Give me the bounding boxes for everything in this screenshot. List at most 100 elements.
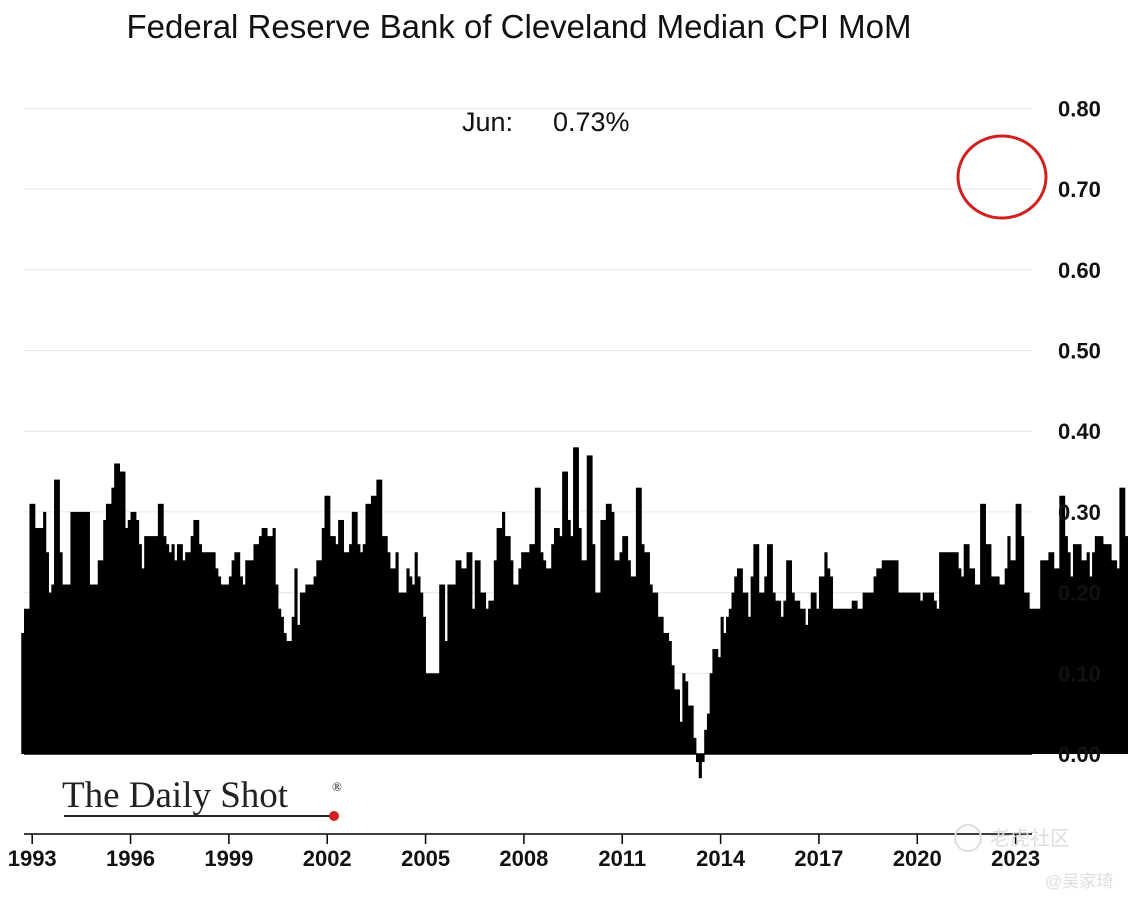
bar — [387, 552, 390, 754]
bar — [953, 552, 956, 754]
bar — [999, 585, 1002, 754]
bar — [1024, 593, 1027, 754]
bar — [281, 617, 284, 754]
bar — [103, 520, 106, 754]
bar — [767, 544, 770, 754]
bar — [379, 480, 382, 754]
bar — [49, 593, 52, 754]
bar — [996, 576, 999, 754]
bar — [426, 673, 429, 754]
bar — [486, 609, 489, 754]
bar — [666, 633, 669, 754]
bar — [595, 593, 598, 754]
bar — [300, 593, 303, 754]
bar — [570, 536, 573, 754]
bar — [357, 544, 360, 754]
bar — [278, 609, 281, 754]
bar — [324, 496, 327, 754]
bar — [150, 536, 153, 754]
bar — [237, 552, 240, 754]
bar — [559, 536, 562, 754]
bar — [1027, 593, 1030, 754]
x-tick-label: 2008 — [499, 846, 548, 871]
bar — [660, 617, 663, 754]
bar — [54, 480, 57, 754]
bar — [431, 673, 434, 754]
bar — [980, 504, 983, 754]
bar — [275, 585, 278, 754]
bar — [393, 568, 396, 754]
bar — [734, 576, 737, 754]
bar — [521, 552, 524, 754]
bar — [464, 568, 467, 754]
bar — [887, 560, 890, 754]
bar — [956, 552, 959, 754]
bar — [876, 568, 879, 754]
bar — [904, 593, 907, 754]
bar — [753, 544, 756, 754]
bar — [193, 520, 196, 754]
bar — [223, 585, 226, 754]
bar — [846, 609, 849, 754]
bar — [469, 552, 472, 754]
bar — [786, 560, 789, 754]
bar — [262, 528, 265, 754]
bar — [131, 512, 134, 754]
bar — [87, 512, 90, 754]
bar — [204, 552, 207, 754]
bar — [316, 560, 319, 754]
bar — [931, 593, 934, 754]
bar — [1106, 544, 1109, 754]
bar — [893, 560, 896, 754]
bar — [589, 455, 592, 754]
bar — [475, 560, 478, 754]
daily-shot-logo: The Daily Shot ® — [62, 775, 342, 821]
bar — [169, 552, 172, 754]
bar — [680, 722, 683, 754]
bar — [699, 754, 702, 778]
bar — [292, 617, 295, 754]
bar — [406, 568, 409, 754]
bar — [1078, 544, 1081, 754]
bar — [497, 528, 500, 754]
bar — [218, 576, 221, 754]
bar — [439, 585, 442, 754]
bar — [1007, 536, 1010, 754]
bar — [961, 576, 964, 754]
bar — [210, 552, 213, 754]
bar — [84, 512, 87, 754]
bar — [783, 601, 786, 754]
bar — [286, 641, 289, 754]
bar — [81, 512, 84, 754]
bar — [991, 576, 994, 754]
bar — [502, 512, 505, 754]
bar — [778, 601, 781, 754]
bar — [212, 552, 215, 754]
bar — [68, 585, 71, 754]
bar — [1065, 536, 1068, 754]
bar — [114, 463, 117, 754]
watermark-logo-icon — [955, 825, 981, 851]
bar — [854, 601, 857, 754]
bar — [70, 512, 73, 754]
bar — [111, 488, 114, 754]
bar — [202, 552, 205, 754]
bar — [508, 536, 511, 754]
bar — [259, 536, 262, 754]
bar — [1100, 536, 1103, 754]
bar — [458, 560, 461, 754]
x-tick-label: 2011 — [598, 846, 646, 871]
bar — [609, 504, 612, 754]
bar — [253, 544, 256, 754]
bar — [1111, 560, 1114, 754]
watermark-author: @吴家琦 — [1045, 872, 1113, 891]
x-tick-label: 2014 — [696, 846, 746, 871]
bar — [152, 536, 155, 754]
bar — [614, 560, 617, 754]
bar — [1029, 609, 1032, 754]
bar — [305, 585, 308, 754]
bar — [669, 641, 672, 754]
bar — [674, 689, 677, 754]
